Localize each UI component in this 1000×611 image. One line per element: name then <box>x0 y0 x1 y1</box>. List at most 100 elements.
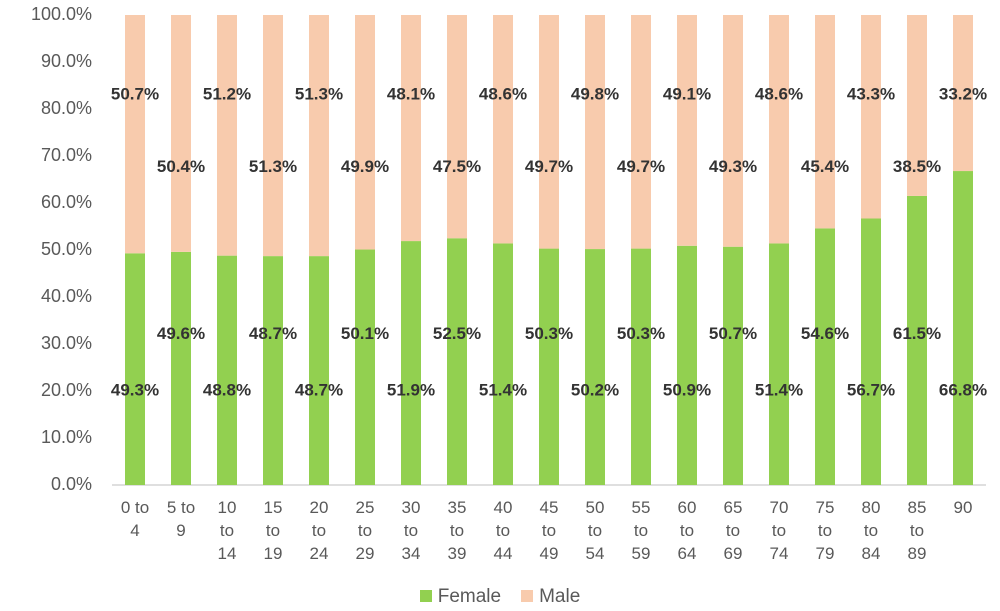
value-label: 49.3% <box>709 157 757 176</box>
x-tick-label: 90 <box>953 498 973 517</box>
y-tick-label: 20.0% <box>41 380 92 400</box>
x-tick-label: 10 to 14 <box>217 498 237 563</box>
bar-segment <box>447 15 467 239</box>
value-label: 49.1% <box>663 84 711 103</box>
value-label: 47.5% <box>433 157 481 176</box>
x-tick-label: 15 to 19 <box>263 498 283 563</box>
value-label: 49.8% <box>571 84 619 103</box>
bar-segment <box>815 228 835 485</box>
x-tick-label: 65 to 69 <box>723 498 743 563</box>
bar-segment <box>309 256 329 485</box>
bar-segment <box>769 15 789 244</box>
bar-segment <box>861 218 881 485</box>
bar-segment <box>217 255 237 485</box>
x-tick-label: 75 to 79 <box>815 498 835 563</box>
x-tick-label: 35 to 39 <box>447 498 467 563</box>
x-tick-label: 40 to 44 <box>493 498 513 563</box>
bar-segment <box>907 195 927 485</box>
x-tick-label: 25 to 29 <box>355 498 375 563</box>
y-tick-label: 60.0% <box>41 192 92 212</box>
bar-segment <box>309 15 329 257</box>
bar-segment <box>631 248 651 485</box>
value-label: 38.5% <box>893 157 941 176</box>
bar-segment <box>217 15 237 256</box>
x-tick-label: 80 to 84 <box>861 498 881 563</box>
legend-label: Male <box>539 586 581 607</box>
value-label: 50.7% <box>111 84 159 103</box>
y-tick-label: 50.0% <box>41 239 92 259</box>
value-label: 51.3% <box>295 84 343 103</box>
value-label: 49.7% <box>617 157 665 176</box>
bar-segment <box>815 15 835 229</box>
x-tick-label: 0 to 4 <box>120 498 150 540</box>
value-label: 49.6% <box>157 324 205 343</box>
y-tick-label: 70.0% <box>41 145 92 165</box>
value-label: 50.9% <box>663 380 711 399</box>
y-tick-label: 90.0% <box>41 51 92 71</box>
x-tick-label: 20 to 24 <box>309 498 329 563</box>
value-label: 49.7% <box>525 157 573 176</box>
x-tick-label: 50 to 54 <box>585 498 605 563</box>
value-label: 61.5% <box>893 324 941 343</box>
y-tick-label: 10.0% <box>41 427 92 447</box>
bar-segment <box>723 246 743 485</box>
bar-segment <box>769 243 789 485</box>
x-tick-label: 70 to 74 <box>769 498 789 563</box>
x-tick-label: 30 to 34 <box>401 498 421 563</box>
bar-segment <box>723 15 743 247</box>
x-tick-label: 5 to 9 <box>166 498 196 540</box>
bar-segment <box>355 249 375 485</box>
bar-segment <box>953 171 973 486</box>
value-label: 56.7% <box>847 380 895 399</box>
value-label: 51.9% <box>387 380 435 399</box>
value-label: 48.7% <box>249 324 297 343</box>
value-label: 48.6% <box>755 84 803 103</box>
x-tick-label: 55 to 59 <box>631 498 651 563</box>
bar-segment <box>263 256 283 485</box>
bar-segment <box>861 15 881 219</box>
y-tick-label: 0.0% <box>51 474 92 494</box>
value-label: 48.6% <box>479 84 527 103</box>
value-label: 50.3% <box>525 324 573 343</box>
bar-segment <box>493 243 513 485</box>
value-label: 49.9% <box>341 157 389 176</box>
bar-segment <box>171 15 191 252</box>
value-label: 51.4% <box>755 380 803 399</box>
legend-item: Female <box>419 586 502 608</box>
bar-segment <box>401 15 421 242</box>
bar-segment <box>539 15 559 249</box>
bar-segment <box>447 238 467 485</box>
bar-segment <box>677 245 697 485</box>
bar-segment <box>953 15 973 172</box>
bar-segment <box>585 15 605 250</box>
value-label: 50.7% <box>709 324 757 343</box>
value-label: 51.2% <box>203 84 251 103</box>
y-tick-label: 30.0% <box>41 333 92 353</box>
legend-swatch <box>419 590 432 602</box>
value-label: 54.6% <box>801 324 849 343</box>
bar-segment <box>677 15 697 246</box>
bar-segment <box>493 15 513 244</box>
value-label: 66.8% <box>939 380 987 399</box>
value-label: 45.4% <box>801 157 849 176</box>
x-tick-label: 85 to 89 <box>907 498 927 563</box>
value-label: 51.4% <box>479 380 527 399</box>
bar-segment <box>585 249 605 485</box>
bar-segment <box>355 15 375 250</box>
bar-segment <box>125 253 145 485</box>
value-label: 49.3% <box>111 380 159 399</box>
value-label: 48.8% <box>203 380 251 399</box>
legend-label: Female <box>437 586 502 607</box>
bar-segment <box>907 15 927 196</box>
y-tick-label: 100.0% <box>31 4 92 24</box>
bar-segment <box>263 15 283 257</box>
legend: Female Male <box>0 586 1000 608</box>
value-label: 50.4% <box>157 157 205 176</box>
legend-item: Male <box>521 586 580 608</box>
legend-swatch <box>521 590 534 602</box>
value-label: 50.2% <box>571 380 619 399</box>
bar-segment <box>539 248 559 485</box>
value-label: 33.2% <box>939 84 987 103</box>
